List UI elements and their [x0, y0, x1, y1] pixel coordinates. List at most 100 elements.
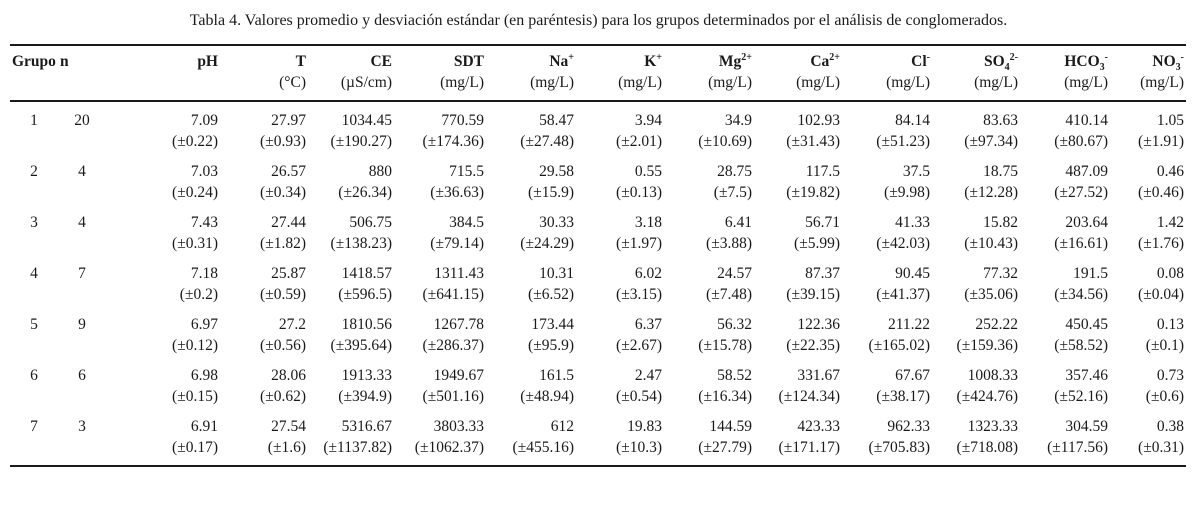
cell-mean-k: 3.94 — [634, 112, 662, 129]
cell-mean-k: 6.02 — [634, 265, 662, 282]
cell-sd-na: (±455.16) — [486, 437, 576, 467]
header-hco3: HCO3- — [1020, 44, 1110, 73]
data-table: Grupo n pH T CE SDT Na+ K+ Mg2+ Ca2+ Cl-… — [10, 44, 1186, 467]
cell-sd-na: (±6.52) — [528, 286, 574, 303]
cell-sd-hco3: (±27.52) — [1054, 184, 1108, 201]
cell-sd-no3: (±0.31) — [1110, 437, 1186, 467]
cell-sd-no3: (±1.91) — [1138, 133, 1184, 150]
cell-mean-ce: 5316.67 — [341, 418, 392, 435]
cell-mean-na: 161.5 — [539, 367, 574, 384]
cell-sd-mg: (±15.78) — [698, 337, 752, 354]
header-ce-unit: (µS/cm) — [308, 72, 394, 102]
cell-mean-so4: 15.82 — [983, 214, 1018, 231]
cell-mean-so4: 1008.33 — [967, 367, 1018, 384]
cell-sd-mg: (±10.69) — [698, 133, 752, 150]
cell-blank-group — [10, 131, 58, 153]
cell-mean-ce: 880 — [368, 163, 392, 180]
cell-mean-k: 3.18 — [634, 214, 662, 231]
cell-sd-t: (±1.6) — [220, 437, 308, 467]
header-so4-charge: 2- — [1009, 51, 1018, 63]
cell-sd-hco3: (±58.52) — [1054, 337, 1108, 354]
cell-sd-sdt: (±501.16) — [422, 388, 484, 405]
cell-blank-group — [10, 233, 58, 255]
cell-sd-ca: (±19.82) — [786, 184, 840, 201]
cell-n: 4 — [78, 163, 86, 180]
header-mg-symbol: Mg — [718, 53, 742, 70]
cell-mean-mg: 56.32 — [717, 316, 752, 333]
cell-sd-mg: (±27.79) — [664, 437, 754, 467]
cell-sd-hco3: (±117.56) — [1020, 437, 1110, 467]
cell-group: 4 — [30, 265, 38, 282]
header-hco3-unit: (mg/L) — [1020, 72, 1110, 102]
cell-mean-no3: 0.13 — [1156, 316, 1184, 333]
cell-sd-ce: (±1137.82) — [308, 437, 394, 467]
cell-sd-ca: (±39.15) — [786, 286, 840, 303]
cell-sd-ca: (±31.43) — [786, 133, 840, 150]
cell-mean-mg: 6.41 — [724, 214, 752, 231]
cell-mean-so4: 83.63 — [983, 112, 1018, 129]
cell-sd-ce: (±190.27) — [330, 133, 392, 150]
cell-mean-sdt: 1311.43 — [434, 265, 484, 282]
cell-mean-no3: 0.38 — [1156, 418, 1184, 435]
cell-mean-ca: 56.71 — [805, 214, 840, 231]
cell-mean-no3: 1.05 — [1156, 112, 1184, 129]
header-row-names: Grupo n pH T CE SDT Na+ K+ Mg2+ Ca2+ Cl-… — [10, 44, 1186, 74]
cell-sd-cl: (±165.02) — [868, 337, 930, 354]
cell-mean-ca: 117.5 — [805, 163, 840, 180]
cell-mean-hco3: 450.45 — [1065, 316, 1108, 333]
cell-sd-hco3: (±34.56) — [1054, 286, 1108, 303]
cell-sd-mg: (±7.5) — [713, 184, 752, 201]
header-cl-charge: - — [926, 51, 930, 63]
cell-sd-k: (±1.97) — [616, 235, 662, 252]
cell-group: 3 — [30, 214, 38, 231]
cell-mean-cl: 211.22 — [887, 316, 930, 333]
cell-mean-na: 30.33 — [539, 214, 574, 231]
cell-group: 7 — [30, 418, 38, 435]
cell-sd-hco3: (±52.16) — [1054, 388, 1108, 405]
cell-sd-ce: (±395.64) — [330, 337, 392, 354]
cell-sd-ph: (±0.12) — [172, 337, 218, 354]
cell-mean-no3: 0.08 — [1156, 265, 1184, 282]
cell-n: 3 — [78, 418, 86, 435]
cell-mean-sdt: 384.5 — [449, 214, 484, 231]
cell-mean-no3: 1.42 — [1156, 214, 1184, 231]
cell-mean-so4: 252.22 — [975, 316, 1018, 333]
cell-sd-ce: (±138.23) — [330, 235, 392, 252]
table-row-mean: 2 4 7.03 26.57 880 715.5 29.58 0.55 28.75 117.5 37… — [10, 153, 1186, 182]
header-na-unit: (mg/L) — [486, 72, 576, 102]
cell-mean-ph: 6.97 — [190, 316, 218, 333]
cell-mean-so4: 1323.33 — [967, 418, 1018, 435]
header-ce: CE — [308, 44, 394, 72]
cell-blank-group — [10, 182, 58, 204]
cell-mean-so4: 18.75 — [983, 163, 1018, 180]
cell-sd-no3: (±1.76) — [1138, 235, 1184, 252]
cell-sd-no3: (±0.46) — [1138, 184, 1184, 201]
cell-sd-ph: (±0.2) — [179, 286, 218, 303]
header-no3-symbol: NO — [1152, 53, 1176, 70]
cell-sd-cl: (±9.98) — [884, 184, 930, 201]
header-no3: NO3- — [1110, 44, 1186, 73]
header-k: K+ — [576, 44, 664, 72]
cell-mean-k: 6.37 — [634, 316, 662, 333]
cell-blank-n — [58, 437, 106, 467]
header-cl-symbol: Cl — [911, 53, 927, 70]
header-mg-unit: (mg/L) — [664, 72, 754, 102]
cell-mean-so4: 77.32 — [983, 265, 1018, 282]
header-so4-symbol: SO — [983, 53, 1005, 70]
header-so4-subscript: 4 — [1004, 62, 1010, 74]
header-n: n — [58, 44, 106, 72]
cell-mean-ph: 7.03 — [190, 163, 218, 180]
cell-mean-ca: 331.67 — [797, 367, 840, 384]
cell-sd-k: (±0.13) — [616, 184, 662, 201]
header-unit-blank — [58, 72, 106, 102]
header-unit-blank — [10, 72, 58, 102]
cell-mean-t: 27.2 — [278, 316, 306, 333]
cell-sd-mg: (±16.34) — [698, 388, 752, 405]
cell-mean-ph: 6.98 — [190, 367, 218, 384]
table-caption: Tabla 4. Valores promedio y desviación e… — [189, 12, 1008, 29]
cell-mean-hco3: 487.09 — [1065, 163, 1108, 180]
table-row-mean: 1 20 7.09 27.97 1034.45 770.59 58.47 3.94 34.9 10… — [10, 101, 1186, 131]
cell-sd-so4: (±35.06) — [964, 286, 1018, 303]
cell-sd-na: (±95.9) — [528, 337, 574, 354]
cell-mean-k: 2.47 — [634, 367, 662, 384]
